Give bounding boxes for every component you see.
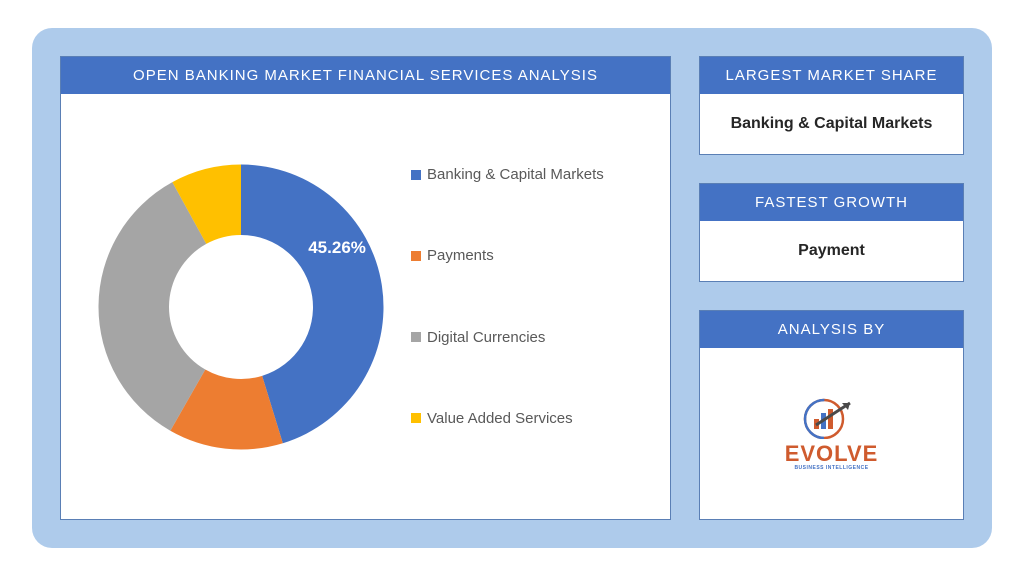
legend-item: Payments xyxy=(411,247,650,264)
largest-share-title: LARGEST MARKET SHARE xyxy=(700,57,963,94)
evolve-logo-icon xyxy=(802,397,862,439)
donut-slice xyxy=(98,182,206,431)
legend-item: Banking & Capital Markets xyxy=(411,166,650,183)
evolve-logo: EVOLVE BUSINESS INTELLIGENCE xyxy=(785,397,879,471)
donut-chart: 45.26% xyxy=(81,114,401,499)
legend-item: Digital Currencies xyxy=(411,329,650,346)
chart-title: OPEN BANKING MARKET FINANCIAL SERVICES A… xyxy=(61,57,670,94)
evolve-logo-subtext: BUSINESS INTELLIGENCE xyxy=(794,465,868,471)
legend-swatch xyxy=(411,251,421,261)
evolve-logo-text: EVOLVE xyxy=(785,443,879,465)
chart-body: 45.26% Banking & Capital Markets Payments… xyxy=(61,94,670,519)
legend-swatch xyxy=(411,413,421,423)
fastest-growth-value: Payment xyxy=(700,221,963,281)
fastest-growth-card: FASTEST GROWTH Payment xyxy=(699,183,964,282)
legend-swatch xyxy=(411,170,421,180)
legend-label: Banking & Capital Markets xyxy=(427,166,604,183)
dashboard-container: OPEN BANKING MARKET FINANCIAL SERVICES A… xyxy=(32,28,992,548)
side-column: LARGEST MARKET SHARE Banking & Capital M… xyxy=(699,56,964,520)
legend-label: Value Added Services xyxy=(427,410,573,427)
legend-item: Value Added Services xyxy=(411,410,650,427)
highlight-pct-label: 45.26% xyxy=(308,238,366,258)
legend-label: Digital Currencies xyxy=(427,329,545,346)
fastest-growth-title: FASTEST GROWTH xyxy=(700,184,963,221)
legend-label: Payments xyxy=(427,247,494,264)
analysis-by-card: ANALYSIS BY EVOLVE BUSINESS INTELLIGENCE xyxy=(699,310,964,520)
chart-panel: OPEN BANKING MARKET FINANCIAL SERVICES A… xyxy=(60,56,671,520)
chart-legend: Banking & Capital Markets Payments Digital… xyxy=(401,114,660,499)
largest-share-card: LARGEST MARKET SHARE Banking & Capital M… xyxy=(699,56,964,155)
analysis-by-body: EVOLVE BUSINESS INTELLIGENCE xyxy=(700,348,963,519)
legend-swatch xyxy=(411,332,421,342)
largest-share-value: Banking & Capital Markets xyxy=(700,94,963,154)
analysis-by-title: ANALYSIS BY xyxy=(700,311,963,348)
